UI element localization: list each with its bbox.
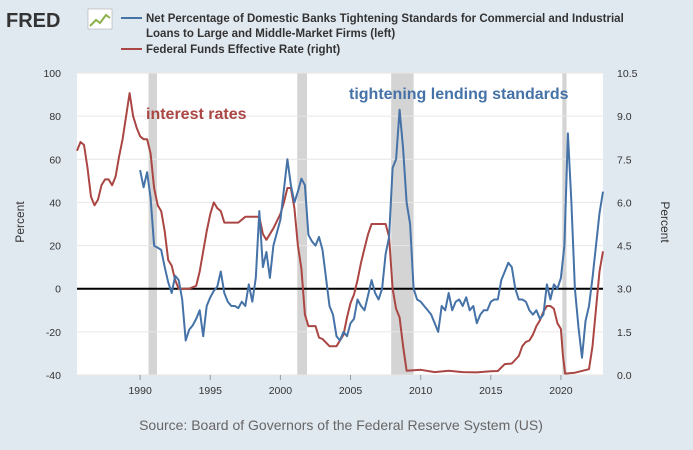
y-right-tick-label: 3.0 (617, 284, 632, 296)
y-left-tick-label: 80 (49, 111, 61, 123)
y-right-tick-label: 1.5 (617, 327, 632, 339)
fred-logo-icon (87, 8, 113, 30)
recession-band-1 (297, 73, 308, 375)
y-left-tick-label: 60 (49, 154, 61, 166)
x-tick-label: 2010 (409, 385, 433, 397)
y-axis-right-title: Percent (658, 201, 672, 243)
y-left-tick-label: -40 (46, 370, 61, 382)
legend-blue-line2: Loans to Large and Middle-Market Firms (… (146, 28, 395, 40)
x-tick-label: 2005 (339, 385, 363, 397)
y-left-tick-label: 100 (43, 68, 61, 80)
y-right-tick-label: 9.0 (617, 111, 632, 123)
fred-logo-text: FRED (6, 10, 60, 32)
legend-blue-line1: Net Percentage of Domestic Banks Tighten… (146, 13, 624, 25)
source-note: Source: Board of Governors of the Federa… (139, 417, 543, 433)
y-left-tick-label: 40 (49, 197, 61, 209)
series-line-fed-funds-rate (76, 92, 604, 375)
y-right-tick-label: 4.5 (617, 241, 632, 253)
plot-area (77, 73, 603, 375)
fred-logo: FRED (6, 8, 113, 32)
x-tick-label: 2020 (549, 385, 573, 397)
y-left-tick-label: 20 (49, 241, 61, 253)
y-right-tick-label: 6.0 (617, 197, 632, 209)
y-right-tick-label: 7.5 (617, 154, 632, 166)
annotation-tightening: tightening lending standards (349, 86, 569, 103)
y-right-tick-label: 0.0 (617, 370, 632, 382)
axis-ticks: 100 80 60 40 20 0 -20 -40 10.5 9.0 7.5 6.0 4.5 3.0 1.5… (43, 68, 637, 397)
x-tick-label: 1990 (128, 385, 152, 397)
y-right-tick-label: 10.5 (617, 68, 638, 80)
legend-red-line: Federal Funds Effective Rate (right) (146, 44, 340, 56)
y-axis-left-title: Percent (13, 201, 27, 243)
x-tick-label: 1995 (199, 385, 223, 397)
x-tick-label: 2015 (479, 385, 503, 397)
y-left-tick-label: -20 (46, 327, 61, 339)
legend: Net Percentage of Domestic Banks Tighten… (121, 13, 624, 56)
series-line-tightening-standards (139, 108, 604, 359)
annotation-interest-rates: interest rates (146, 106, 247, 123)
x-tick-label: 2000 (269, 385, 293, 397)
y-left-tick-label: 0 (55, 284, 61, 296)
